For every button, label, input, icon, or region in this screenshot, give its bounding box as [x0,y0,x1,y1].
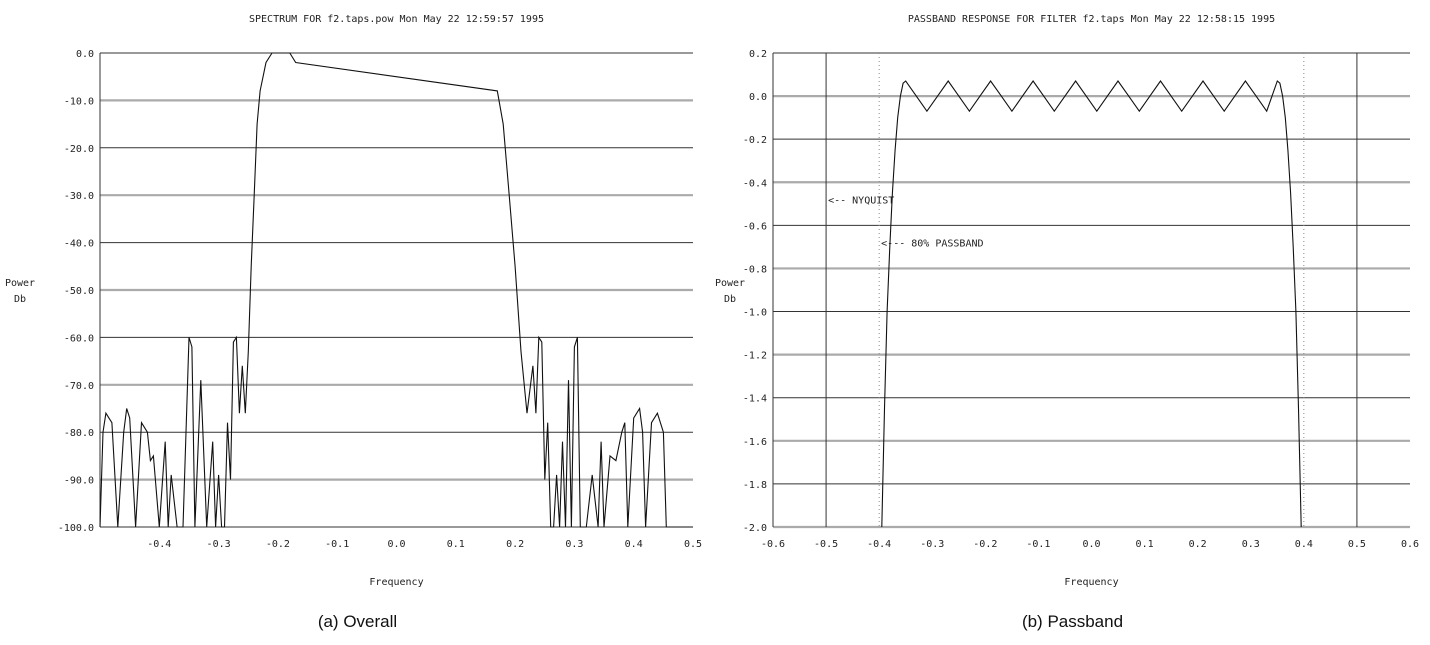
y-tick-label: -60.0 [64,333,94,344]
y-tick-label: -1.8 [743,480,767,491]
x-tick-label: 0.3 [1242,539,1260,550]
chart-panel-passband: PASSBAND RESPONSE FOR FILTER f2.taps Mon… [715,0,1430,645]
passband-chart: PASSBAND RESPONSE FOR FILTER f2.taps Mon… [715,14,1419,588]
chart-panel-overall: SPECTRUM FOR f2.taps.pow Mon May 22 12:5… [5,14,702,631]
caption-passband: (b) Passband [1021,612,1124,631]
y-tick-label: -0.6 [743,221,767,232]
y-tick-label: -1.4 [743,394,767,405]
y-tick-label: 0.2 [749,49,767,60]
caption-overall: (a) Overall [317,612,398,631]
x-tick-label: -0.4 [867,539,891,550]
x-axis-label: Frequency [369,577,423,588]
series-line [881,80,1302,528]
y-tick-label: -20.0 [64,144,94,155]
x-tick-label: 0.2 [1189,539,1207,550]
x-tick-label: 0.3 [565,539,583,550]
chart-title: PASSBAND RESPONSE FOR FILTER f2.taps Mon… [908,14,1275,25]
y-tick-label: -2.0 [743,523,767,534]
y-tick-label: 0.0 [749,92,767,103]
spectrum-chart: SPECTRUM FOR f2.taps.pow Mon May 22 12:5… [5,14,702,588]
y-tick-label: -40.0 [64,239,94,250]
x-tick-label: 0.6 [1401,539,1419,550]
x-tick-label: -0.5 [814,539,838,550]
x-tick-label: 0.2 [506,539,524,550]
x-tick-label: 0.4 [1295,539,1313,550]
x-axis-label: Frequency [1064,577,1118,588]
y-tick-label: -1.6 [743,437,767,448]
y-axis-label: Power [715,278,745,289]
y-tick-label: -30.0 [64,191,94,202]
y-tick-label: -0.2 [743,135,767,146]
x-tick-label: -0.1 [1026,539,1050,550]
x-tick-label: 0.0 [1082,539,1100,550]
y-tick-label: 0.0 [76,49,94,60]
x-tick-label: -0.3 [207,539,231,550]
x-tick-label: 0.5 [684,539,702,550]
x-tick-label: 0.1 [1136,539,1154,550]
y-tick-label: -1.2 [743,351,767,362]
x-tick-label: -0.1 [325,539,349,550]
y-axis-label: Power [5,278,35,289]
x-tick-label: 0.1 [447,539,465,550]
x-tick-label: -0.3 [920,539,944,550]
x-tick-label: 0.5 [1348,539,1366,550]
y-tick-label: -50.0 [64,286,94,297]
y-tick-label: -10.0 [64,96,94,107]
annotation-label: <--- 80% PASSBAND [881,239,983,250]
x-tick-label: -0.6 [761,539,785,550]
x-tick-label: -0.2 [266,539,290,550]
chart-title: SPECTRUM FOR f2.taps.pow Mon May 22 12:5… [249,14,544,25]
y-tick-label: -0.8 [743,264,767,275]
y-axis-label: Db [724,294,736,305]
x-tick-label: 0.0 [387,539,405,550]
series-line [99,52,693,528]
y-tick-label: -90.0 [64,476,94,487]
y-tick-label: -70.0 [64,381,94,392]
y-axis-label: Db [14,294,26,305]
y-tick-label: -1.0 [743,308,767,319]
y-tick-label: -100.0 [58,523,94,534]
y-tick-label: -80.0 [64,428,94,439]
x-tick-label: -0.2 [973,539,997,550]
y-tick-label: -0.4 [743,178,767,189]
annotation-label: <-- NYQUIST [828,196,894,207]
x-tick-label: 0.4 [625,539,643,550]
x-tick-label: -0.4 [147,539,171,550]
